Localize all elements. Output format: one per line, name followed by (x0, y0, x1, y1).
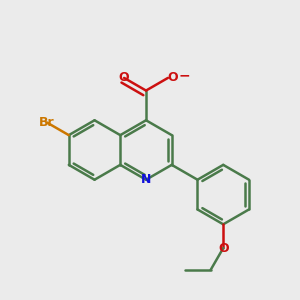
Text: N: N (141, 173, 151, 186)
Text: Br: Br (39, 116, 55, 129)
Text: −: − (178, 68, 190, 82)
Text: O: O (218, 242, 229, 255)
Text: O: O (167, 71, 178, 84)
Text: O: O (119, 71, 130, 84)
